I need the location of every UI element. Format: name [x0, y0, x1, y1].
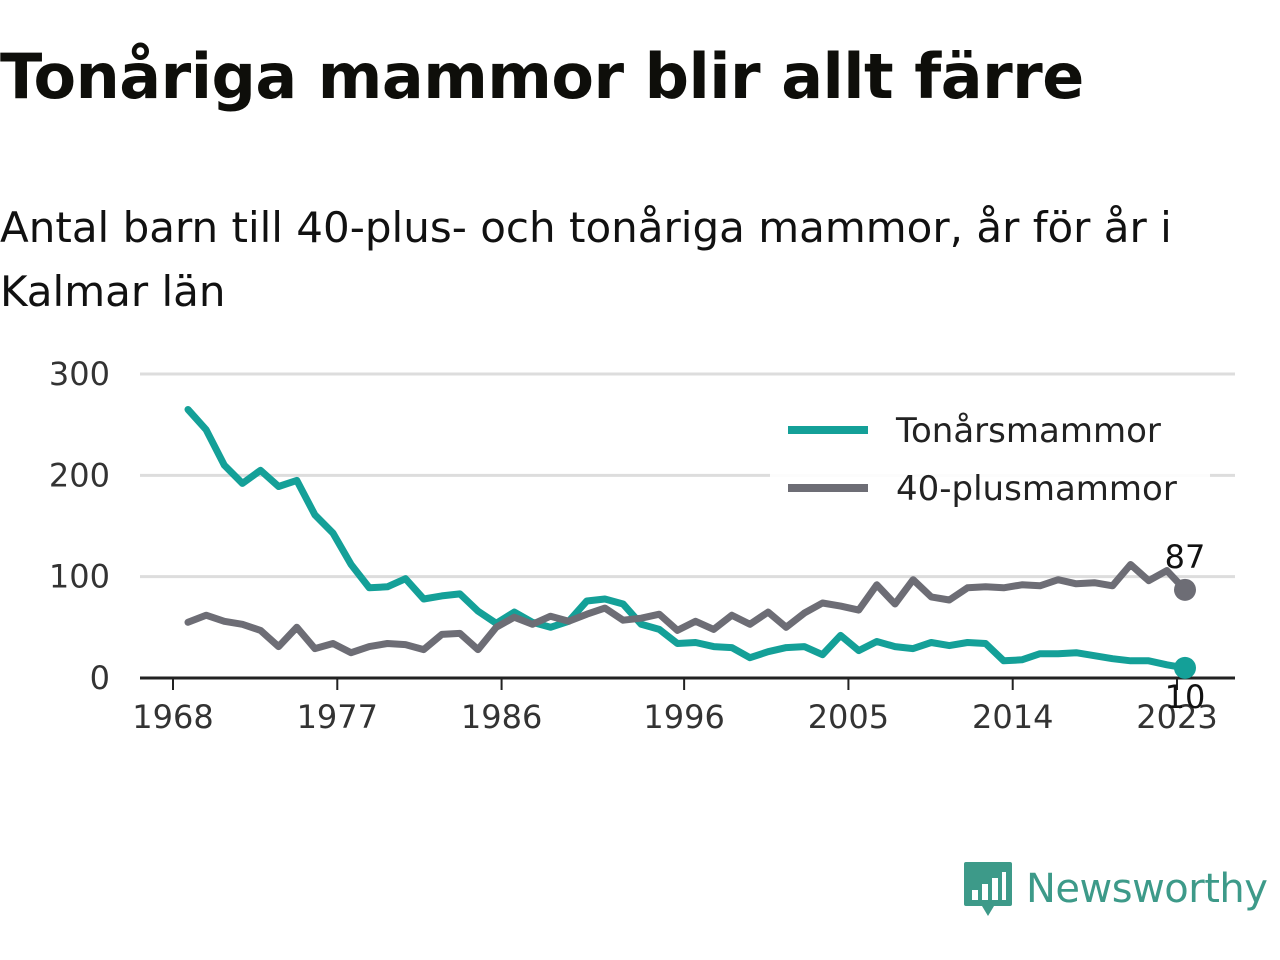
- y-tick-label-200: 200: [49, 456, 110, 494]
- end-marker-0: [1174, 656, 1196, 679]
- chart-title: Tonåriga mammor blir allt färre: [0, 40, 1084, 113]
- end-label-0: 10: [1165, 678, 1206, 716]
- series-lines: [184, 406, 1189, 672]
- legend-label-1: 40-plusmammor: [896, 469, 1177, 509]
- x-tick-label-1996: 1996: [643, 698, 724, 736]
- x-tick-label-1968: 1968: [132, 698, 213, 736]
- series-line-1: [184, 561, 1189, 657]
- brand-logo: Newsworthy: [962, 860, 1268, 918]
- x-tick-label-1977: 1977: [297, 698, 378, 736]
- x-tick-label-2023: 2023: [1136, 698, 1217, 736]
- x-axis-ticks: 1968 1977 1986 1996 2005 2014 2023: [132, 678, 1218, 736]
- y-tick-label-300: 300: [49, 355, 110, 393]
- y-axis-ticks: 300 200 100 0: [49, 355, 110, 697]
- chart-subtitle: Antal barn till 40-plus- och tonåriga ma…: [0, 203, 1172, 316]
- legend: Tonårsmammor 40-plusmammor: [770, 402, 1210, 530]
- x-tick-label-2005: 2005: [808, 698, 889, 736]
- legend-label-0: Tonårsmammor: [895, 411, 1161, 451]
- end-marker-1: [1174, 578, 1196, 601]
- brand-name: Newsworthy: [1026, 866, 1268, 912]
- end-markers: 10 87: [1165, 538, 1206, 716]
- y-tick-label-0: 0: [90, 659, 110, 697]
- series-line-0: [184, 406, 1189, 672]
- x-tick-label-1986: 1986: [461, 698, 542, 736]
- newsworthy-logo-icon: [964, 862, 1012, 916]
- x-tick-label-2014: 2014: [972, 698, 1053, 736]
- end-label-1: 87: [1165, 538, 1206, 576]
- legend-background: [770, 402, 1210, 530]
- y-tick-label-100: 100: [49, 558, 110, 596]
